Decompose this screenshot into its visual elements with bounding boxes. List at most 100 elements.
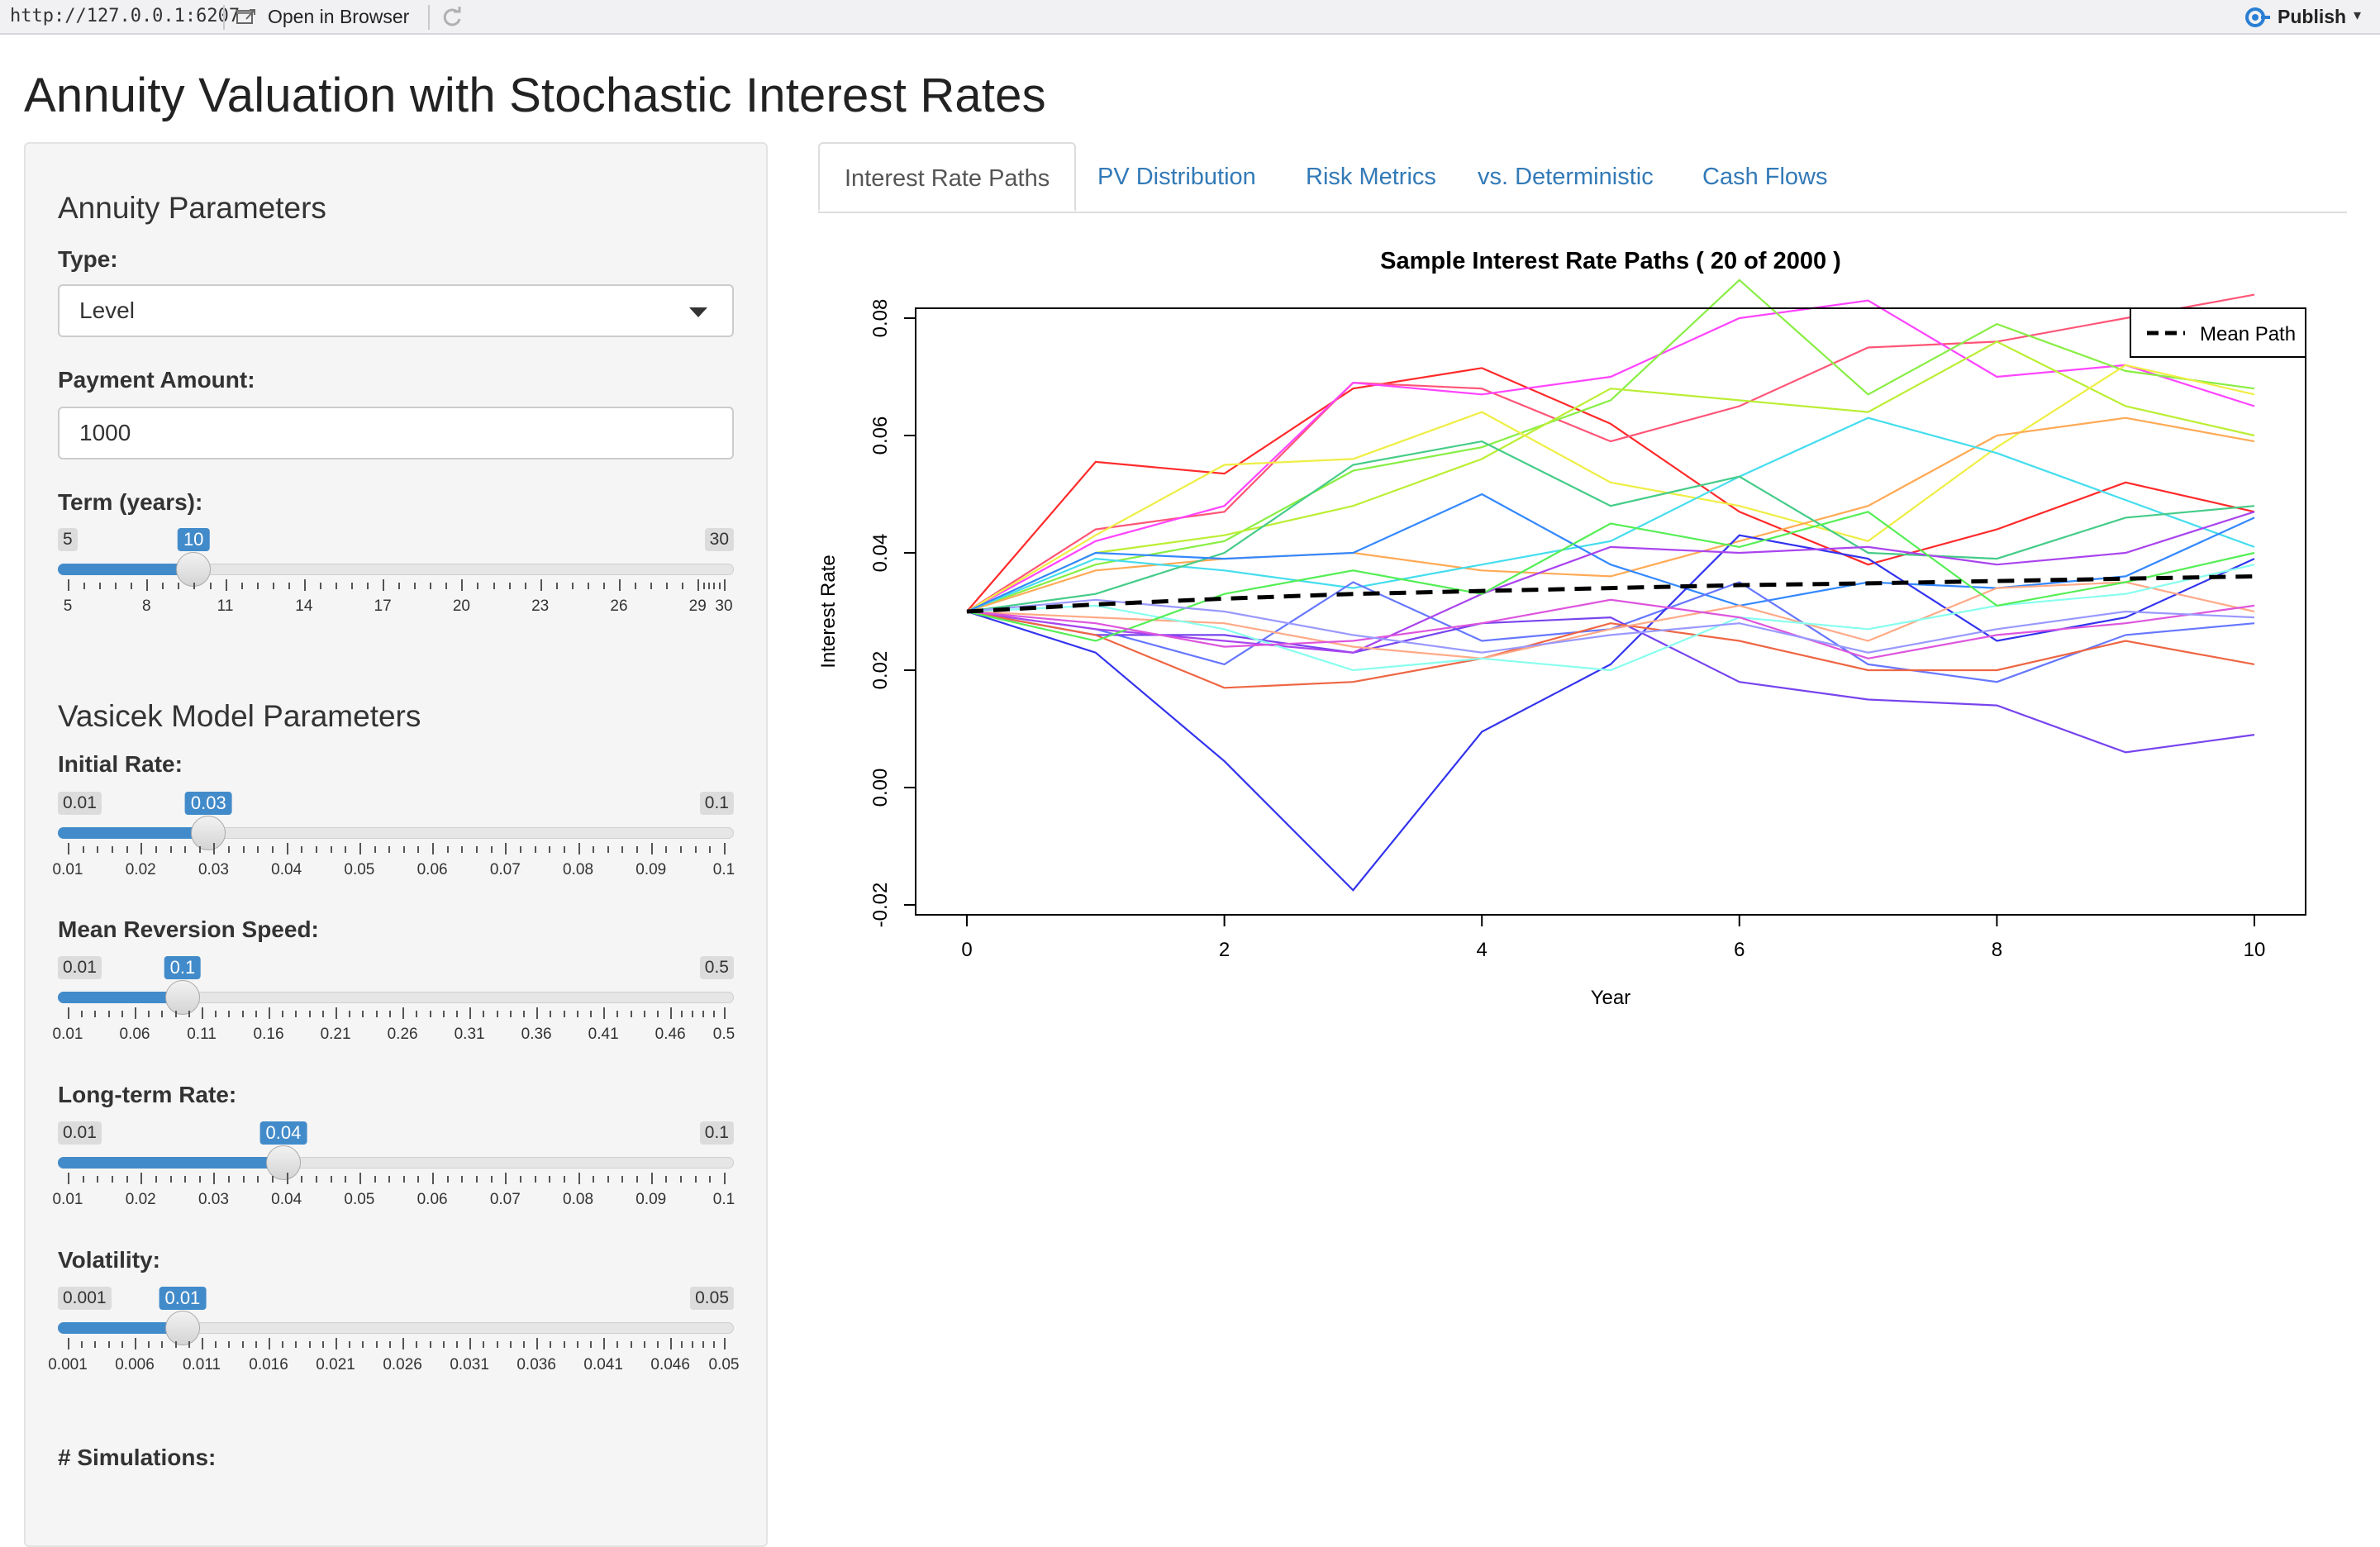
slider-minor-tick bbox=[362, 1011, 364, 1017]
slider-minor-tick bbox=[477, 583, 479, 589]
tab-cash-flows[interactable]: Cash Flows bbox=[1702, 164, 1828, 190]
slider-minor-tick bbox=[416, 1341, 418, 1348]
slider-max-label: 0.1 bbox=[699, 1121, 734, 1145]
slider-minor-tick bbox=[681, 1341, 683, 1348]
slider-minor-tick bbox=[362, 1341, 364, 1348]
series-line-4 bbox=[966, 278, 2255, 613]
initial-rate-slider[interactable]: 0.01 0.1 0.03 0.01 0.02 0.03 0.04 0.05 0.06 0.07 0… bbox=[53, 792, 735, 907]
slider-minor-tick bbox=[550, 1341, 552, 1348]
term-label: Term (years): bbox=[58, 489, 203, 515]
mean-path-line bbox=[966, 574, 2255, 614]
open-window-icon[interactable] bbox=[236, 8, 256, 25]
slider-tick-label: 0.08 bbox=[563, 861, 594, 878]
slider-handle[interactable] bbox=[164, 980, 200, 1015]
tab-interest-rate-paths[interactable]: Interest Rate Paths bbox=[818, 142, 1077, 212]
slider-minor-tick bbox=[549, 1176, 551, 1183]
chevron-down-icon[interactable]: ▾ bbox=[2354, 7, 2362, 23]
slider-minor-tick bbox=[680, 1176, 683, 1183]
slider-minor-tick bbox=[97, 846, 99, 853]
slider-minor-tick bbox=[242, 846, 245, 853]
slider-minor-tick bbox=[81, 1011, 83, 1017]
sidebar-panel: Annuity Parameters Type: Level Payment A… bbox=[24, 142, 768, 1547]
slider-minor-tick bbox=[188, 1341, 190, 1348]
slider-minor-tick bbox=[519, 1176, 521, 1183]
slider-handle[interactable] bbox=[176, 552, 212, 587]
slider-minor-tick bbox=[496, 1341, 498, 1348]
slider-minor-tick bbox=[445, 583, 448, 589]
slider-minor-tick bbox=[193, 583, 196, 589]
toolbar-separator bbox=[223, 5, 225, 30]
slider-major-tick bbox=[505, 843, 507, 854]
slider-tick-label: 0.31 bbox=[454, 1026, 485, 1043]
slider-minor-tick bbox=[483, 1011, 485, 1017]
slider-tick-label: 0.02 bbox=[125, 1191, 156, 1208]
slider-tick-label: 0.06 bbox=[119, 1026, 150, 1043]
slider-minor-tick bbox=[446, 846, 449, 853]
slider-minor-tick bbox=[476, 1176, 478, 1183]
slider-handle[interactable] bbox=[265, 1145, 301, 1180]
type-select[interactable]: Level bbox=[58, 284, 734, 337]
slider-minor-tick bbox=[111, 1176, 113, 1183]
slider-minor-tick bbox=[255, 1341, 257, 1348]
slider-tick-label: 0.011 bbox=[182, 1356, 221, 1373]
tab-pv-distribution[interactable]: PV Distribution bbox=[1097, 164, 1256, 190]
publish-icon[interactable] bbox=[2244, 6, 2271, 29]
slider-minor-tick bbox=[398, 583, 401, 589]
slider-major-tick bbox=[269, 1338, 271, 1349]
slider-minor-tick bbox=[576, 1341, 578, 1348]
slider-minor-tick bbox=[446, 1176, 449, 1183]
slider-minor-tick bbox=[643, 1011, 645, 1017]
slider-minor-tick bbox=[240, 583, 243, 589]
slider-minor-tick bbox=[169, 846, 172, 853]
slider-major-tick bbox=[402, 1338, 405, 1349]
volatility-slider[interactable]: 0.001 0.05 0.01 0.001 0.006 0.011 0.016 0.021 0.… bbox=[48, 1287, 739, 1402]
term-slider[interactable]: 5 30 10 5 8 11 14 17 20 23 26 29 30 bbox=[58, 528, 734, 644]
slider-fill bbox=[58, 827, 209, 839]
mean-reversion-slider[interactable]: 0.01 0.5 0.1 0.01 0.06 0.11 0.16 0.21 0.26 0.31 0.… bbox=[53, 956, 735, 1072]
slider-major-tick bbox=[68, 1007, 69, 1019]
slider-minor-tick bbox=[241, 1011, 244, 1017]
slider-tick-label: 0.46 bbox=[654, 1026, 686, 1043]
long-term-rate-slider[interactable]: 0.01 0.1 0.04 0.01 0.02 0.03 0.04 0.05 0.06 0.07 0… bbox=[53, 1121, 735, 1237]
slider-handle[interactable] bbox=[164, 1311, 200, 1345]
series-line-14 bbox=[966, 511, 2255, 654]
slider-minor-tick bbox=[508, 583, 511, 589]
slider-major-tick bbox=[146, 579, 149, 591]
slider-minor-tick bbox=[351, 583, 353, 589]
slider-minor-tick bbox=[534, 1176, 536, 1183]
tab-risk-metrics[interactable]: Risk Metrics bbox=[1306, 164, 1436, 190]
slider-minor-tick bbox=[607, 846, 609, 853]
slider-minor-tick bbox=[616, 1011, 619, 1017]
slider-handle[interactable] bbox=[191, 816, 226, 850]
publish-button[interactable]: Publish bbox=[2278, 6, 2347, 27]
slider-minor-tick bbox=[550, 1011, 552, 1017]
slider-tick-label: 14 bbox=[295, 597, 313, 615]
slider-minor-tick bbox=[272, 583, 274, 589]
slider-minor-tick bbox=[82, 846, 84, 853]
slider-minor-tick bbox=[636, 1176, 639, 1183]
slider-minor-tick bbox=[367, 583, 369, 589]
slider-minor-tick bbox=[255, 1011, 257, 1017]
refresh-icon[interactable] bbox=[440, 5, 464, 30]
slider-major-tick bbox=[724, 1338, 726, 1349]
slider-minor-tick bbox=[665, 846, 668, 853]
open-in-browser-button[interactable]: Open in Browser bbox=[268, 6, 410, 27]
y-tick-label: 0.02 bbox=[869, 651, 892, 690]
slider-minor-tick bbox=[257, 846, 259, 853]
slider-minor-tick bbox=[198, 846, 201, 853]
slider-minor-tick bbox=[241, 1341, 244, 1348]
slider-minor-tick bbox=[461, 846, 464, 853]
slider-major-tick bbox=[286, 1173, 288, 1184]
x-axis-label: Year bbox=[1591, 987, 1631, 1009]
dropdown-caret-icon[interactable] bbox=[689, 307, 707, 317]
payment-amount-input[interactable]: 1000 bbox=[58, 407, 734, 459]
series-line-18 bbox=[966, 511, 2255, 642]
tab-vs-deterministic[interactable]: vs. Deterministic bbox=[1478, 164, 1654, 190]
slider-tick-label: 0.046 bbox=[650, 1356, 690, 1373]
slider-minor-tick bbox=[522, 1011, 525, 1017]
type-select-value: Level bbox=[79, 298, 135, 323]
slider-minor-tick bbox=[549, 846, 551, 853]
slider-major-tick bbox=[269, 1007, 271, 1019]
slider-minor-tick bbox=[178, 583, 180, 589]
slider-tick-label: 0.08 bbox=[563, 1191, 594, 1208]
